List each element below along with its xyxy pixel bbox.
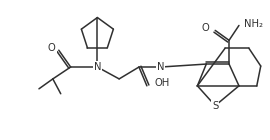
Text: OH: OH [155, 78, 170, 88]
Text: O: O [48, 43, 56, 53]
Text: NH₂: NH₂ [244, 19, 263, 29]
Text: S: S [212, 101, 218, 111]
Text: O: O [201, 23, 209, 33]
Text: N: N [157, 62, 164, 72]
Text: N: N [94, 62, 101, 72]
